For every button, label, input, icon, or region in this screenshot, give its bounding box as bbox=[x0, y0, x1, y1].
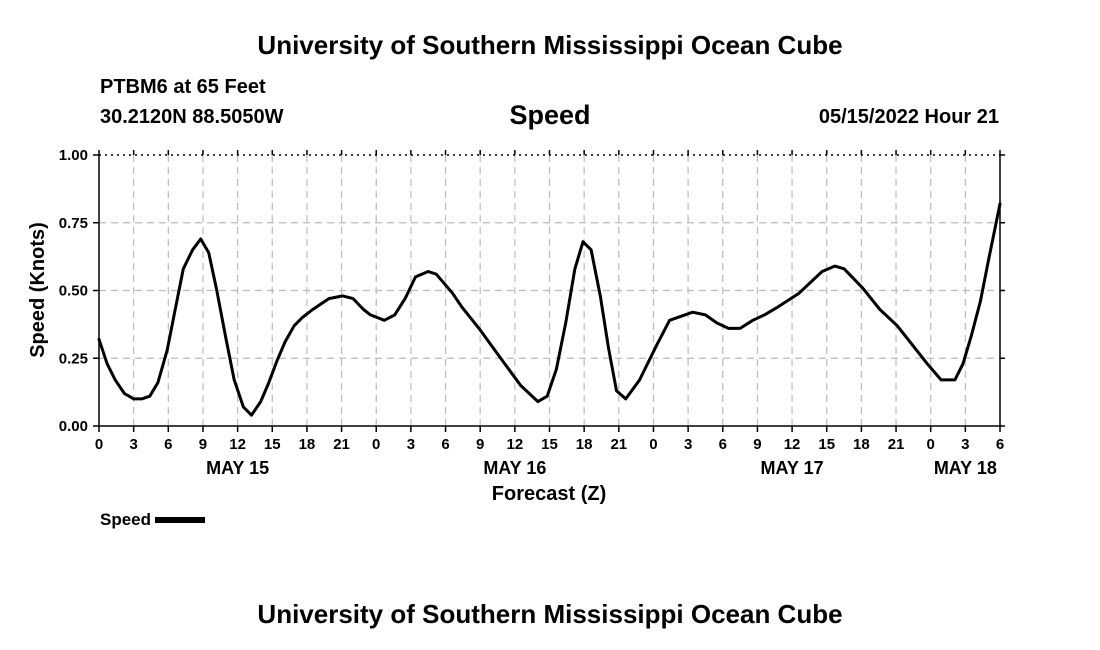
x-day-label: MAY 15 bbox=[206, 458, 269, 478]
x-tick-label: 3 bbox=[961, 436, 969, 453]
x-tick-label: 15 bbox=[541, 436, 558, 453]
x-tick-label: 9 bbox=[476, 436, 484, 453]
x-tick-label: 6 bbox=[719, 436, 727, 453]
x-tick-label: 0 bbox=[649, 436, 657, 453]
x-tick-label: 12 bbox=[507, 436, 524, 453]
x-tick-label: 15 bbox=[264, 436, 281, 453]
x-day-label: MAY 17 bbox=[761, 458, 824, 478]
x-tick-label: 0 bbox=[95, 436, 103, 453]
x-tick-label: 3 bbox=[407, 436, 415, 453]
x-tick-label: 6 bbox=[441, 436, 449, 453]
y-tick-label: 0.75 bbox=[59, 215, 88, 232]
header-title: University of Southern Mississippi Ocean… bbox=[257, 30, 843, 60]
x-tick-label: 9 bbox=[753, 436, 761, 453]
x-day-label: MAY 18 bbox=[934, 458, 997, 478]
chart-labels: 0 3 6 9 12 15 18 21 0 3 6 9 12 15 18 21 0 3 6 9 12 15 18 21 0 3 6 0… bbox=[27, 147, 1004, 505]
legend-label: Speed bbox=[100, 510, 152, 529]
x-tick-label: 6 bbox=[996, 436, 1004, 453]
y-tick-label: 0.50 bbox=[59, 283, 88, 300]
x-tick-label: 18 bbox=[576, 436, 593, 453]
chart-grid bbox=[99, 155, 1000, 426]
x-tick-label: 18 bbox=[299, 436, 316, 453]
series-line-speed bbox=[97, 202, 1002, 417]
x-tick-label: 3 bbox=[129, 436, 137, 453]
coordinates-label: 30.2120N 88.5050W bbox=[100, 106, 284, 128]
y-axis-title: Speed (Knots) bbox=[27, 222, 49, 358]
y-tick-label: 0.25 bbox=[59, 350, 88, 367]
x-tick-label: 15 bbox=[818, 436, 835, 453]
y-tick-label: 1.00 bbox=[59, 147, 88, 164]
forecast-datetime: 05/15/2022 Hour 21 bbox=[818, 106, 999, 128]
legend-swatch bbox=[155, 517, 206, 523]
x-tick-label: 12 bbox=[784, 436, 801, 453]
x-tick-label: 12 bbox=[229, 436, 246, 453]
chart-axes bbox=[93, 150, 1005, 432]
x-axis-title: Forecast (Z) bbox=[492, 483, 606, 505]
x-tick-label: 18 bbox=[853, 436, 870, 453]
y-tick-label: 0.00 bbox=[59, 418, 88, 435]
x-tick-label: 3 bbox=[684, 436, 692, 453]
x-tick-label: 0 bbox=[372, 436, 380, 453]
x-tick-label: 9 bbox=[199, 436, 207, 453]
station-label: PTBM6 at 65 Feet bbox=[100, 76, 266, 98]
chart-title: Speed bbox=[509, 100, 591, 130]
x-tick-label: 21 bbox=[610, 436, 627, 453]
footer-title: University of Southern Mississippi Ocean… bbox=[257, 599, 843, 629]
x-tick-label: 0 bbox=[927, 436, 935, 453]
x-tick-label: 6 bbox=[164, 436, 172, 453]
legend: Speed bbox=[100, 510, 206, 530]
x-tick-label: 21 bbox=[333, 436, 350, 453]
x-day-label: MAY 16 bbox=[483, 458, 546, 478]
x-tick-label: 21 bbox=[888, 436, 905, 453]
chart-series bbox=[97, 202, 1002, 417]
